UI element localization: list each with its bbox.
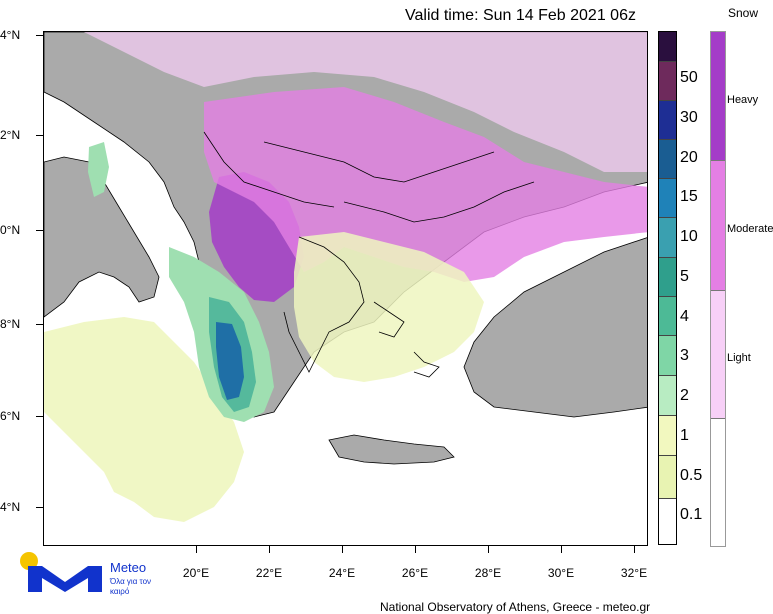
colorbar-label: 20 (680, 149, 698, 166)
lat-tick-mark (36, 35, 43, 36)
valid-time-title: Valid time: Sun 14 Feb 2021 06z (405, 7, 636, 24)
snow-colorbar (710, 31, 726, 547)
colorbar-label: 5 (680, 268, 689, 285)
colorbar-swatch (659, 416, 676, 456)
snow-swatch-moderate (711, 161, 725, 291)
lon-tick-label: 32°E (620, 566, 648, 580)
crete-land (328, 434, 455, 465)
precipitation-map (44, 32, 647, 545)
colorbar-swatch (659, 32, 676, 62)
snow-swatch-none (711, 419, 725, 546)
colorbar-label: 1 (680, 427, 689, 444)
colorbar-label: 0.5 (680, 467, 703, 484)
lon-tick-label: 26°E (401, 566, 429, 580)
snow-swatch-heavy (711, 32, 725, 161)
meteo-logo[interactable]: Meteo Όλα για τον καιρό (16, 552, 156, 600)
lon-tick-label: 22°E (255, 566, 283, 580)
ionian-rain-core (216, 322, 244, 400)
light-snow-region (84, 32, 647, 172)
sun-dot-icon (20, 552, 38, 570)
snow-swatch-light (711, 291, 725, 419)
colorbar-label: 3 (680, 347, 689, 364)
lat-tick-mark (36, 135, 43, 136)
moderate-snow-region (204, 87, 647, 282)
snow-label-moderate: Moderate (727, 223, 773, 235)
lon-tick-label: 30°E (547, 566, 575, 580)
colorbar-swatch (659, 456, 676, 499)
precipitation-colorbar (658, 31, 677, 545)
greece-rain-region (294, 232, 484, 382)
snow-legend-title: Snow (728, 6, 759, 20)
colorbar-label: 2 (680, 387, 689, 404)
snow-label-light: Light (727, 352, 751, 364)
colorbar-swatch (659, 336, 676, 376)
colorbar-label: 4 (680, 308, 689, 325)
map-panel (43, 31, 648, 546)
turkey-land (463, 237, 647, 418)
colorbar-swatch (659, 140, 676, 179)
colorbar-swatch (659, 297, 676, 336)
lon-tick-mark (342, 546, 343, 553)
colorbar-swatch (659, 499, 676, 526)
lon-tick-mark (561, 546, 562, 553)
colorbar-label: 30 (680, 109, 698, 126)
lat-tick-mark (36, 324, 43, 325)
colorbar-label: 0.1 (680, 506, 703, 523)
lon-tick-mark (269, 546, 270, 553)
lat-tick-label: 6°N (0, 409, 21, 423)
lon-tick-mark (196, 546, 197, 553)
italy-rain-spot (88, 142, 109, 197)
lon-tick-mark (415, 546, 416, 553)
lat-tick-mark (36, 416, 43, 417)
lon-tick-label: 24°E (328, 566, 356, 580)
colorbar-label: 10 (680, 228, 698, 245)
colorbar-swatch (659, 101, 676, 140)
lat-tick-label: 4°N (0, 28, 21, 42)
lat-tick-mark (36, 507, 43, 508)
lat-tick-label: 2°N (0, 128, 21, 142)
credit-text: National Observatory of Athens, Greece -… (380, 600, 651, 614)
colorbar-swatch (659, 62, 676, 101)
light-rain-region (44, 317, 244, 522)
lon-tick-mark (488, 546, 489, 553)
lon-tick-label: 20°E (182, 566, 210, 580)
colorbar-swatch (659, 218, 676, 258)
meteo-m-icon (28, 566, 102, 592)
meteo-logo-name: Meteo (110, 560, 147, 575)
snow-label-heavy: Heavy (727, 94, 759, 106)
lat-tick-label: 0°N (0, 223, 21, 237)
colorbar-label: 15 (680, 188, 698, 205)
coastline-details (203, 131, 535, 378)
lon-tick-mark (634, 546, 635, 553)
colorbar-swatch (659, 179, 676, 218)
lat-tick-label: 8°N (0, 317, 21, 331)
lat-tick-label: 4°N (0, 500, 21, 514)
colorbar-swatch (659, 258, 676, 297)
meteo-logo-tagline: Όλα για τον καιρό (110, 577, 152, 596)
lon-tick-label: 28°E (474, 566, 502, 580)
lat-tick-mark (36, 230, 43, 231)
colorbar-label: 50 (680, 69, 698, 86)
colorbar-swatch (659, 376, 676, 416)
